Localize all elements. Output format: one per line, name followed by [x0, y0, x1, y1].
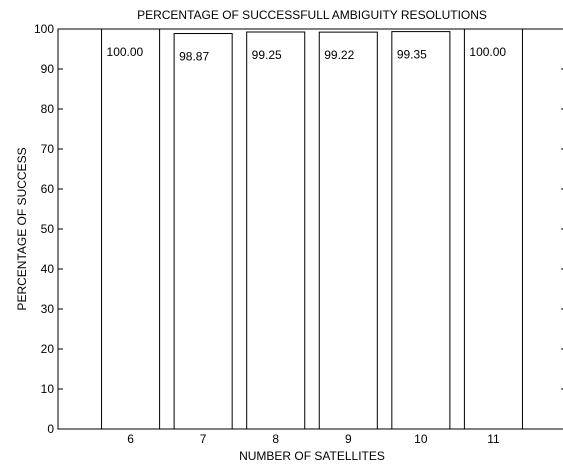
- y-tick-label: 60: [41, 182, 55, 196]
- y-tick-label: 0: [47, 422, 54, 436]
- bars-group: [101, 28, 523, 430]
- y-axis-label: PERCENTAGE OF SUCCESS: [15, 147, 29, 310]
- x-tick-label: 10: [414, 432, 428, 446]
- y-tick-label: 70: [41, 142, 55, 156]
- chart-title: PERCENTAGE OF SUCCESSFULL AMBIGUITY RESO…: [137, 8, 487, 22]
- bar-9: [318, 31, 378, 430]
- bar-6: [101, 28, 161, 430]
- bar-7: [173, 33, 233, 430]
- y-tick-label: 10: [41, 382, 55, 396]
- y-tick-label: 20: [41, 342, 55, 356]
- y-tick-label: 100: [34, 22, 54, 36]
- data-label-6: 100.00: [107, 45, 144, 59]
- x-tick-label: 6: [127, 432, 134, 446]
- data-label-7: 98.87: [179, 50, 209, 64]
- data-label-10: 99.35: [397, 48, 427, 62]
- y-tick-label: 80: [41, 102, 55, 116]
- data-label-9: 99.22: [324, 48, 354, 62]
- bar-11: [463, 28, 523, 430]
- bar-8: [246, 31, 306, 430]
- y-tick-label: 50: [41, 222, 55, 236]
- y-tick-label: 90: [41, 62, 55, 76]
- data-labels-group: 100.00 98.87 99.25 99.22 99.35 100.00: [107, 45, 507, 64]
- y-axis: 0 10 20 30 40 50 60 70 80 90 100: [34, 22, 563, 436]
- y-tick-label: 30: [41, 302, 55, 316]
- data-label-8: 99.25: [252, 48, 282, 62]
- x-axis-label: NUMBER OF SATELLITES: [239, 449, 385, 463]
- data-label-11: 100.00: [469, 45, 506, 59]
- y-tick-label: 40: [41, 262, 55, 276]
- bar-10: [391, 31, 451, 430]
- x-tick-label: 8: [272, 432, 279, 446]
- x-tick-label: 9: [345, 432, 352, 446]
- x-tick-label: 7: [200, 432, 207, 446]
- x-tick-label: 11: [487, 432, 500, 446]
